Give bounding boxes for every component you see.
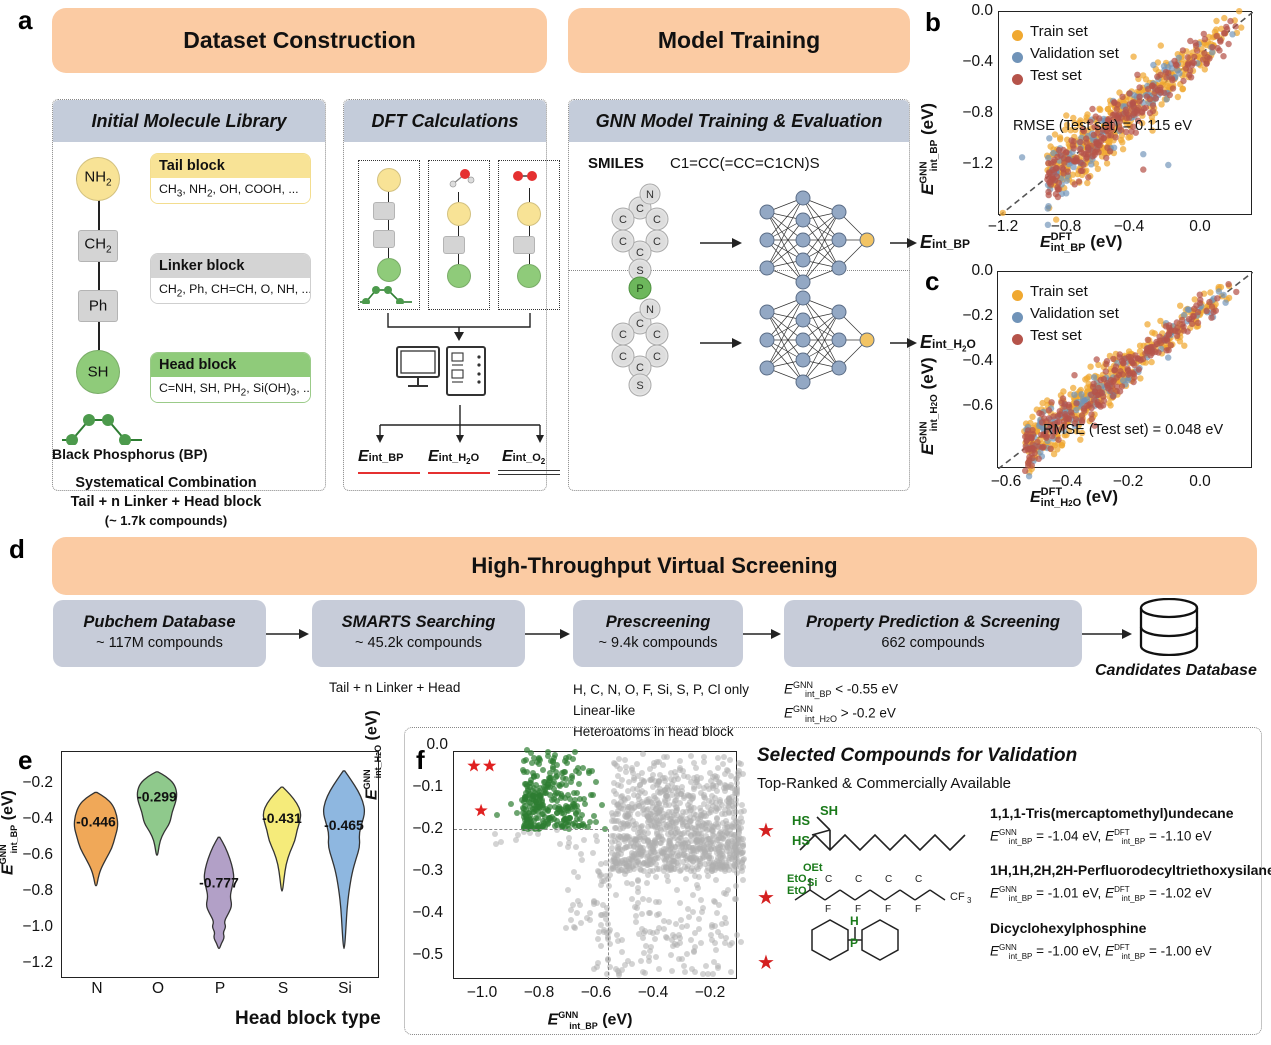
svg-text:C: C (915, 874, 922, 885)
svg-text:C: C (653, 214, 661, 226)
svg-text:-0.465: -0.465 (324, 817, 364, 833)
svg-text:C: C (653, 329, 661, 341)
svg-text:C: C (619, 351, 627, 363)
svg-text:-0.446: -0.446 (76, 814, 116, 830)
svg-text:Si: Si (807, 877, 817, 889)
svg-text:C: C (636, 362, 644, 374)
svg-text:HS: HS (792, 813, 810, 828)
svg-text:N: N (646, 304, 654, 316)
svg-text:SH: SH (820, 805, 838, 818)
svg-text:C: C (653, 236, 661, 248)
svg-text:OEt: OEt (803, 862, 823, 874)
svg-text:F: F (825, 904, 831, 915)
svg-text:C: C (855, 874, 862, 885)
svg-text:N: N (646, 189, 654, 201)
svg-text:P: P (636, 283, 643, 295)
svg-text:C: C (619, 329, 627, 341)
svg-text:H: H (850, 915, 859, 928)
svg-text:HS: HS (792, 833, 810, 848)
svg-text:C: C (885, 874, 892, 885)
svg-text:-0.431: -0.431 (262, 810, 302, 826)
svg-text:EtO: EtO (787, 885, 807, 897)
svg-text:C: C (825, 874, 832, 885)
svg-text:EtO: EtO (787, 873, 807, 885)
svg-text:C: C (619, 214, 627, 226)
svg-text:C: C (636, 247, 644, 259)
svg-text:-0.299: -0.299 (137, 788, 177, 804)
svg-text:CF: CF (950, 891, 965, 903)
svg-text:F: F (915, 904, 921, 915)
svg-text:P: P (850, 936, 858, 950)
svg-text:3: 3 (967, 896, 972, 905)
svg-text:C: C (636, 203, 644, 215)
svg-text:-0.777: -0.777 (199, 875, 239, 891)
svg-text:S: S (636, 265, 643, 277)
svg-text:S: S (636, 380, 643, 392)
svg-text:C: C (619, 236, 627, 248)
svg-text:C: C (653, 351, 661, 363)
svg-text:F: F (855, 904, 861, 915)
svg-text:C: C (636, 318, 644, 330)
svg-text:F: F (885, 904, 891, 915)
